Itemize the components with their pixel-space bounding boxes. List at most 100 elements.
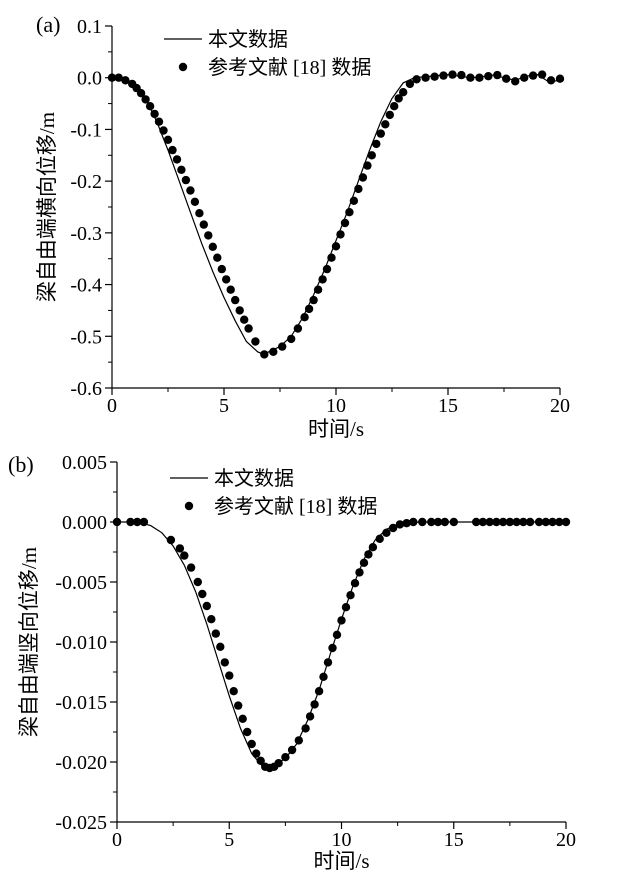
data-point	[512, 517, 521, 527]
data-point	[195, 209, 204, 218]
data-point	[202, 601, 211, 611]
data-point	[457, 70, 466, 80]
data-point	[204, 231, 213, 240]
data-point	[385, 110, 394, 120]
x-tick-label: 0	[112, 829, 122, 851]
data-point	[511, 77, 520, 86]
data-point	[208, 242, 217, 251]
x-tick-label: 5	[219, 395, 229, 417]
data-point	[382, 528, 391, 537]
data-point	[313, 285, 323, 294]
data-point	[150, 109, 159, 119]
data-point	[502, 74, 511, 83]
legend-marker-swatch	[184, 501, 194, 511]
data-point	[180, 551, 189, 560]
data-point	[177, 165, 186, 174]
y-tick-label: 0.0	[77, 68, 102, 90]
data-point	[145, 102, 155, 111]
data-point	[217, 264, 226, 274]
legend-label: 参考文献 [18] 数据	[208, 56, 371, 79]
data-point	[300, 313, 309, 322]
data-point	[172, 155, 182, 164]
y-tick-label: 0.1	[77, 16, 102, 38]
data-point	[216, 642, 225, 651]
y-tick-label: -0.025	[55, 812, 107, 834]
data-point	[238, 714, 247, 723]
x-tick-label: 15	[438, 395, 458, 417]
data-point	[328, 643, 337, 653]
data-point	[163, 135, 173, 144]
data-point	[318, 275, 327, 284]
series-line	[111, 73, 561, 356]
data-point	[345, 208, 354, 217]
data-point	[260, 350, 269, 359]
data-point	[355, 568, 364, 577]
x-tick-label: 10	[326, 395, 346, 417]
data-point	[498, 517, 508, 527]
data-point	[310, 700, 319, 709]
data-point	[448, 70, 457, 79]
data-point	[107, 73, 117, 82]
data-point	[349, 196, 359, 205]
data-point	[394, 94, 403, 103]
data-point	[301, 724, 310, 733]
data-point	[449, 517, 458, 527]
data-point	[421, 73, 430, 82]
data-point	[381, 120, 390, 129]
data-point	[350, 579, 360, 588]
data-point	[159, 126, 168, 135]
data-point	[331, 242, 341, 251]
data-point	[319, 672, 328, 681]
data-point	[546, 76, 556, 85]
y-axis-title: 梁自由端竖向位移/m	[17, 547, 41, 737]
data-point	[472, 517, 481, 527]
data-point	[231, 295, 240, 305]
data-point	[520, 73, 529, 82]
data-point	[198, 589, 207, 599]
data-point	[181, 175, 191, 185]
data-point	[412, 75, 421, 84]
data-point	[399, 88, 408, 97]
data-point	[243, 727, 252, 737]
data-point	[359, 558, 369, 567]
data-point	[405, 79, 415, 89]
y-tick-label: -0.005	[55, 572, 107, 594]
data-point	[485, 517, 494, 527]
data-point	[368, 543, 378, 552]
x-tick-label: 10	[332, 829, 352, 851]
data-point	[229, 687, 238, 696]
data-point	[336, 230, 345, 239]
data-point	[372, 139, 381, 149]
data-point	[166, 535, 176, 545]
data-point	[354, 184, 363, 194]
data-point	[294, 736, 303, 745]
y-tick-label: -0.5	[70, 326, 102, 348]
y-tick-label: -0.020	[55, 752, 107, 774]
data-point	[235, 306, 244, 315]
data-point	[226, 285, 235, 294]
y-tick-label: -0.015	[55, 692, 107, 714]
data-point	[287, 334, 296, 344]
data-point	[402, 519, 411, 528]
x-tick-label: 5	[224, 829, 234, 851]
x-tick-label: 0	[107, 395, 117, 417]
data-point	[395, 520, 405, 529]
data-point	[213, 253, 222, 262]
data-point	[222, 275, 231, 284]
data-point	[293, 324, 303, 333]
data-point	[364, 550, 373, 559]
data-point	[141, 95, 150, 104]
data-point	[478, 517, 488, 527]
y-tick-label: -0.2	[70, 171, 102, 193]
data-point	[492, 517, 501, 527]
data-point	[519, 517, 528, 527]
data-point	[211, 629, 220, 638]
data-point	[314, 687, 324, 696]
data-point	[346, 591, 355, 600]
data-point	[534, 517, 544, 527]
data-point	[190, 197, 200, 206]
data-point	[363, 161, 372, 170]
data-point	[440, 517, 449, 527]
data-point	[112, 517, 122, 527]
